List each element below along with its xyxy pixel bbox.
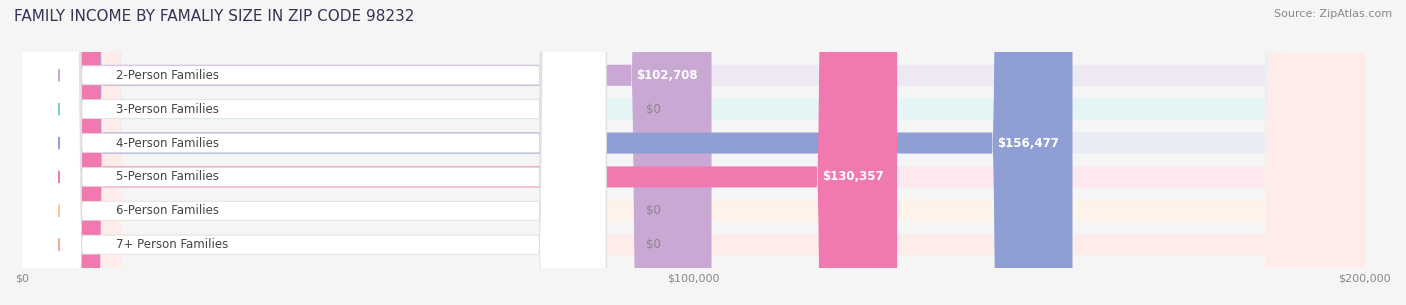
FancyBboxPatch shape xyxy=(22,0,897,305)
Text: 4-Person Families: 4-Person Families xyxy=(115,137,219,149)
Text: $0: $0 xyxy=(647,238,661,251)
Text: $0: $0 xyxy=(647,204,661,217)
FancyBboxPatch shape xyxy=(15,0,606,305)
FancyBboxPatch shape xyxy=(22,0,1365,305)
Text: 2-Person Families: 2-Person Families xyxy=(115,69,219,82)
Text: $0: $0 xyxy=(647,103,661,116)
Text: $102,708: $102,708 xyxy=(637,69,699,82)
FancyBboxPatch shape xyxy=(15,0,606,305)
FancyBboxPatch shape xyxy=(22,0,711,305)
FancyBboxPatch shape xyxy=(22,0,1365,305)
FancyBboxPatch shape xyxy=(22,0,1365,305)
FancyBboxPatch shape xyxy=(22,0,1365,305)
FancyBboxPatch shape xyxy=(22,0,1073,305)
Text: $130,357: $130,357 xyxy=(823,170,884,183)
Text: 5-Person Families: 5-Person Families xyxy=(115,170,219,183)
Text: Source: ZipAtlas.com: Source: ZipAtlas.com xyxy=(1274,9,1392,19)
Text: 3-Person Families: 3-Person Families xyxy=(115,103,219,116)
FancyBboxPatch shape xyxy=(22,0,1365,305)
Text: FAMILY INCOME BY FAMALIY SIZE IN ZIP CODE 98232: FAMILY INCOME BY FAMALIY SIZE IN ZIP COD… xyxy=(14,9,415,24)
Text: $156,477: $156,477 xyxy=(997,137,1059,149)
FancyBboxPatch shape xyxy=(15,0,606,305)
Text: 6-Person Families: 6-Person Families xyxy=(115,204,219,217)
FancyBboxPatch shape xyxy=(15,0,606,305)
FancyBboxPatch shape xyxy=(22,0,1365,305)
Text: 7+ Person Families: 7+ Person Families xyxy=(115,238,228,251)
FancyBboxPatch shape xyxy=(15,0,606,305)
FancyBboxPatch shape xyxy=(15,0,606,305)
